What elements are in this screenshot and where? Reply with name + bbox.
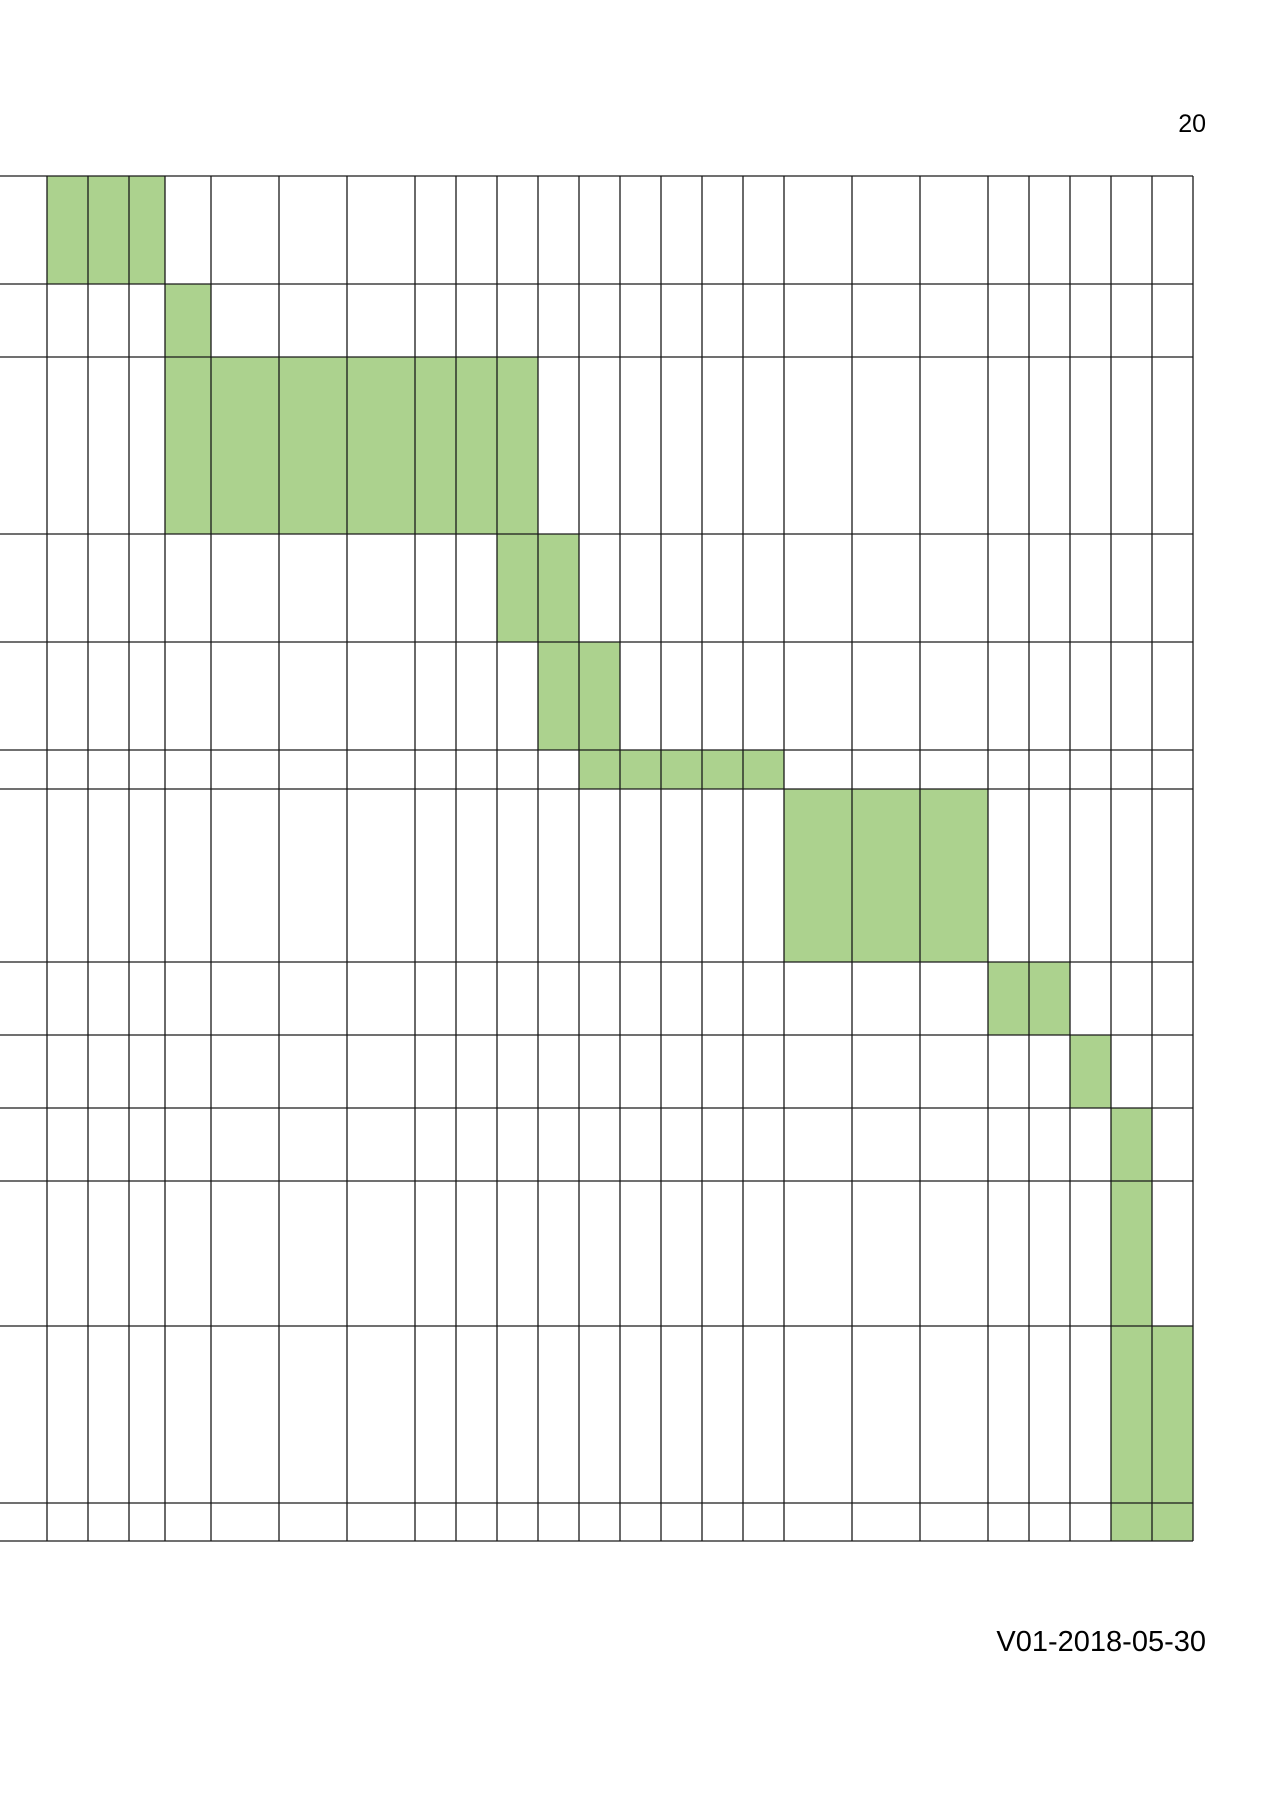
gantt-filled-cell	[88, 176, 129, 284]
gantt-filled-cell	[129, 176, 165, 284]
version-label: V01-2018-05-30	[996, 1626, 1206, 1658]
gantt-filled-cell	[661, 750, 702, 789]
gantt-filled-cell	[538, 642, 579, 750]
gantt-filled-cell	[497, 534, 538, 642]
gantt-filled-cell	[165, 284, 211, 357]
gantt-filled-cell	[1152, 1503, 1193, 1541]
gantt-filled-cell	[497, 357, 538, 534]
gantt-filled-cell	[579, 642, 620, 750]
gantt-filled-cell	[1111, 1503, 1152, 1541]
gantt-filled-cell	[415, 357, 456, 534]
gantt-filled-cell	[1111, 1326, 1152, 1503]
gantt-filled-cell	[165, 357, 211, 534]
gantt-filled-cell	[579, 750, 620, 789]
gantt-filled-cell	[538, 534, 579, 642]
gantt-filled-cell	[1029, 962, 1070, 1035]
gantt-filled-cell	[920, 789, 988, 962]
gantt-filled-cell	[988, 962, 1029, 1035]
gantt-filled-cell	[47, 176, 88, 284]
gantt-cells	[47, 176, 1193, 1541]
gantt-grid-lines	[0, 175, 1194, 1542]
gantt-filled-cell	[1111, 1181, 1152, 1326]
gantt-filled-cell	[702, 750, 743, 789]
gantt-filled-cell	[456, 357, 497, 534]
gantt-filled-cell	[620, 750, 661, 789]
gantt-filled-cell	[279, 357, 347, 534]
gantt-filled-cell	[852, 789, 920, 962]
gantt-filled-cell	[743, 750, 784, 789]
gantt-filled-cell	[211, 357, 279, 534]
page-number: 20	[1178, 110, 1206, 138]
gantt-filled-cell	[347, 357, 415, 534]
gantt-filled-cell	[1152, 1326, 1193, 1503]
gantt-filled-cell	[1070, 1035, 1111, 1108]
gantt-filled-cell	[1111, 1108, 1152, 1181]
gantt-filled-cell	[784, 789, 852, 962]
